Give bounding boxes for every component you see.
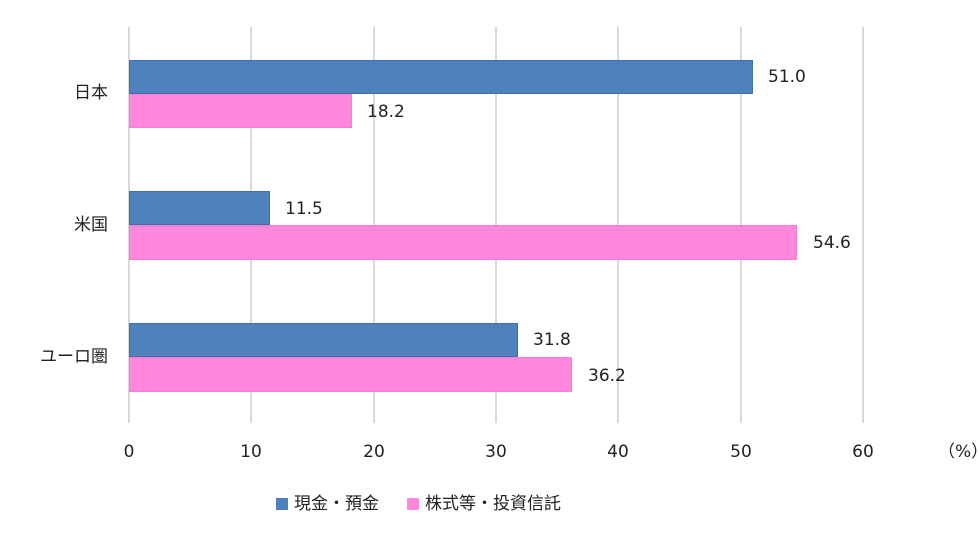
legend-item-cash: 現金・預金: [276, 494, 379, 514]
value-label-japan-equity: 18.2: [367, 102, 405, 122]
bar-eurozone-equity: [129, 357, 572, 392]
value-label-us-cash: 11.5: [285, 199, 323, 219]
legend-label-cash: 現金・預金: [294, 494, 379, 514]
x-tick-50: 50: [730, 442, 752, 462]
legend-swatch-equity-icon: [407, 498, 419, 510]
legend: 現金・預金 株式等・投資信託: [276, 494, 589, 514]
x-tick-30: 30: [485, 442, 507, 462]
x-tick-0: 0: [123, 442, 135, 462]
legend-item-equity: 株式等・投資信託: [407, 494, 561, 514]
legend-swatch-cash-icon: [276, 498, 288, 510]
bar-eurozone-cash: [129, 323, 518, 357]
value-label-japan-cash: 51.0: [768, 67, 806, 87]
category-label-us: 米国: [74, 215, 108, 235]
x-tick-20: 20: [363, 442, 385, 462]
category-label-eurozone: ユーロ圏: [40, 347, 108, 367]
bar-us-cash: [129, 191, 270, 225]
x-tick-60: 60: [852, 442, 874, 462]
category-label-japan: 日本: [74, 83, 108, 103]
legend-label-equity: 株式等・投資信託: [425, 494, 561, 514]
value-label-us-equity: 54.6: [813, 233, 851, 253]
x-axis-unit-label: （%）: [938, 442, 979, 462]
x-tick-40: 40: [607, 442, 629, 462]
x-tick-10: 10: [240, 442, 262, 462]
gridline-60: [862, 27, 864, 423]
bar-japan-equity: [129, 94, 352, 128]
value-label-eurozone-equity: 36.2: [588, 366, 626, 386]
value-label-eurozone-cash: 31.8: [533, 330, 571, 350]
bar-japan-cash: [129, 60, 753, 94]
bar-us-equity: [129, 225, 797, 260]
